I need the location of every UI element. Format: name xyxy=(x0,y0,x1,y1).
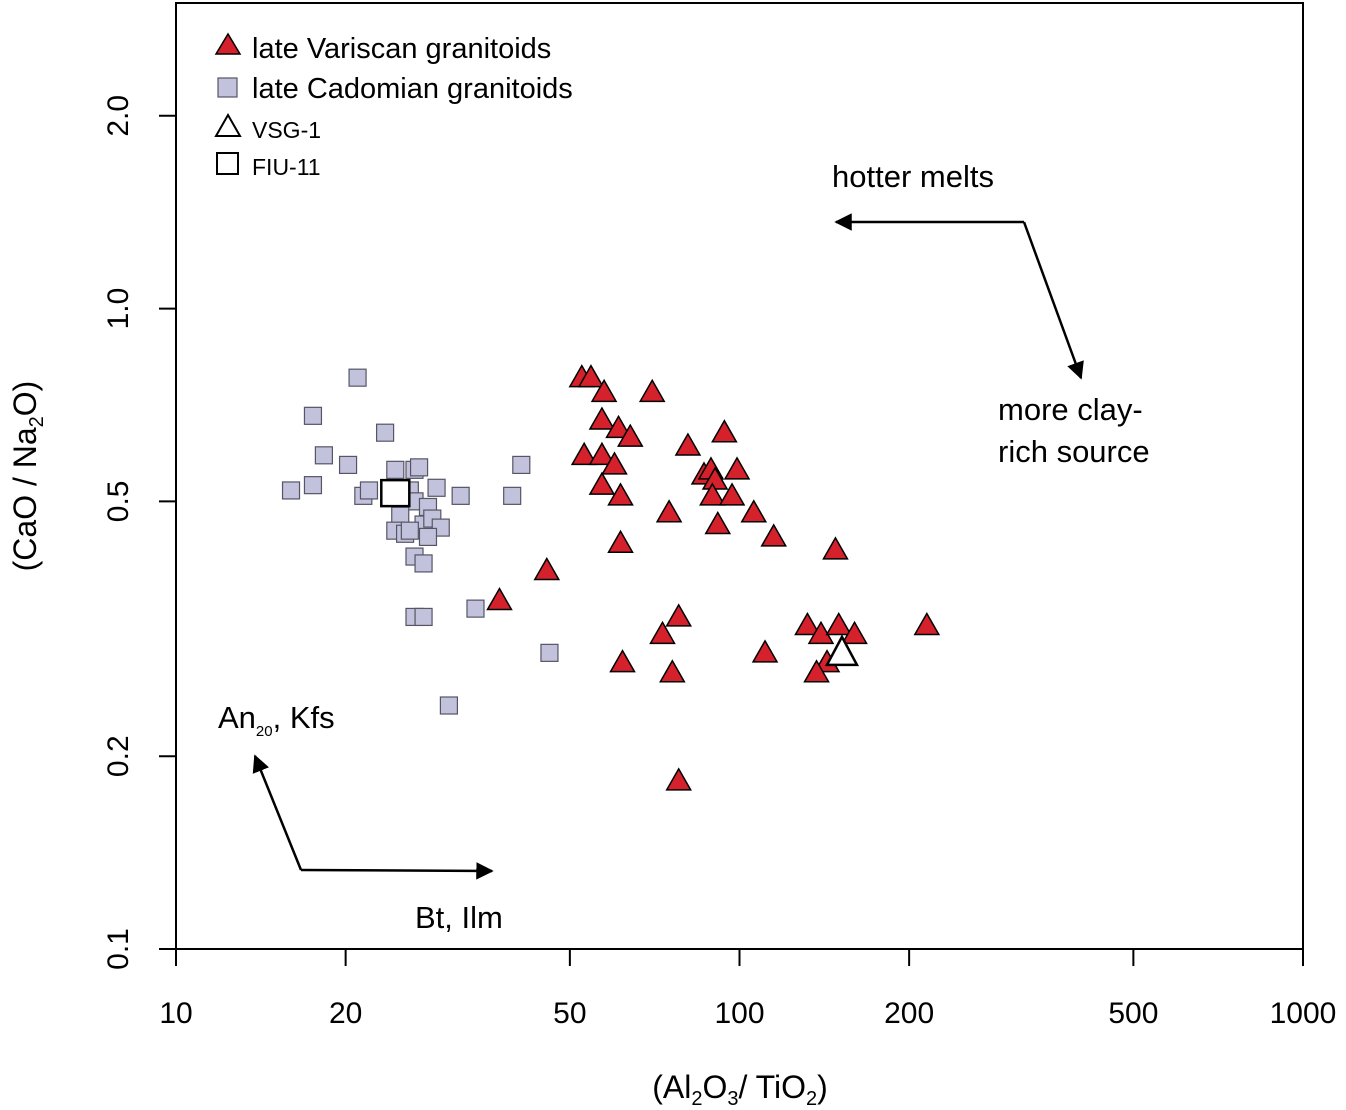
point-late-cadomian xyxy=(439,696,459,715)
point-late-cadomian xyxy=(386,460,405,479)
y-tick-label: 2.0 xyxy=(102,95,135,137)
point-late-variscan xyxy=(803,659,830,683)
point-late-cadomian xyxy=(348,368,367,387)
legend-marker-variscan xyxy=(214,32,242,55)
point-late-variscan xyxy=(590,378,618,403)
legend-label-variscan: late Variscan granitoids xyxy=(252,33,551,65)
y-tick-label: 0.2 xyxy=(102,735,135,777)
point-late-variscan xyxy=(711,419,738,443)
point-late-variscan xyxy=(607,482,634,506)
point-late-variscan xyxy=(486,587,513,611)
point-late-variscan xyxy=(638,378,666,403)
point-late-cadomian xyxy=(512,455,531,475)
point-late-cadomian xyxy=(540,643,559,662)
lower-arrow xyxy=(252,754,494,880)
x-tick-label: 500 xyxy=(1108,997,1158,1030)
arrow-bt-ilm xyxy=(300,862,494,880)
point-late-cadomian xyxy=(375,423,395,442)
legend-marker-cadomian xyxy=(217,77,238,98)
point-late-cadomian xyxy=(451,486,470,505)
point-late-variscan xyxy=(841,620,868,645)
point-late-variscan xyxy=(577,364,605,388)
arrow-an-kfs xyxy=(252,754,303,871)
point-late-variscan xyxy=(649,620,676,645)
y-axis-label: (CaO / Na2O) xyxy=(7,381,48,572)
y-axis: 0.1 0.2 0.5 1.0 2.0 xyxy=(102,3,177,970)
point-late-variscan xyxy=(533,556,561,581)
point-late-variscan xyxy=(723,456,751,480)
point-late-cadomian xyxy=(359,481,379,500)
point-late-cadomian xyxy=(281,481,301,500)
point-late-cadomian xyxy=(303,406,323,425)
point-late-variscan xyxy=(751,639,779,663)
x-tick-label: 50 xyxy=(553,997,586,1030)
y-tick-label: 0.1 xyxy=(102,928,135,970)
point-late-variscan xyxy=(825,611,853,636)
point-late-variscan xyxy=(665,767,692,791)
point-late-variscan xyxy=(609,649,636,673)
point-late-cadomian xyxy=(414,554,433,573)
legend-label-fiu11: FIU-11 xyxy=(252,154,321,180)
point-late-variscan xyxy=(740,499,768,523)
point-vsg-1 xyxy=(824,634,860,667)
legend-label-cadomian: late Cadomian granitoids xyxy=(252,73,573,105)
point-late-variscan xyxy=(570,441,598,466)
y-tick-label: 1.0 xyxy=(102,288,135,330)
point-late-variscan xyxy=(913,611,941,636)
point-late-variscan xyxy=(822,536,849,560)
legend-marker-fiu11 xyxy=(216,152,239,175)
point-late-cadomian xyxy=(338,455,358,475)
point-late-variscan xyxy=(616,423,644,447)
point-late-variscan xyxy=(718,482,746,506)
point-late-variscan xyxy=(794,611,821,636)
point-late-cadomian xyxy=(418,527,438,547)
x-tick-label: 200 xyxy=(884,997,934,1030)
point-late-cadomian xyxy=(427,478,446,497)
point-late-cadomian xyxy=(503,486,522,505)
data-points xyxy=(281,364,941,791)
x-axis-label: (Al2O3/ TiO2) xyxy=(652,1069,828,1110)
point-late-cadomian xyxy=(414,607,433,627)
legend-marker-vsg1 xyxy=(214,112,242,137)
annotation-hotter-melts: hotter melts xyxy=(832,159,994,194)
annotation-rich-source: rich source xyxy=(998,434,1150,469)
annotation-more-clay: more clay- xyxy=(998,392,1143,427)
point-late-cadomian xyxy=(466,599,485,618)
point-late-cadomian xyxy=(314,446,333,465)
upper-arrow xyxy=(834,213,1084,380)
point-late-variscan xyxy=(588,441,616,466)
point-late-cadomian xyxy=(409,458,429,477)
arrow-clay-rich xyxy=(1022,221,1084,380)
legend: late Variscan granitoids late Cadomian g… xyxy=(214,32,573,180)
point-late-cadomian xyxy=(400,521,419,540)
point-late-variscan xyxy=(605,414,632,439)
point-late-variscan xyxy=(704,511,732,535)
point-late-variscan xyxy=(674,432,702,456)
point-late-cadomian xyxy=(303,476,323,495)
point-late-variscan xyxy=(655,499,683,523)
point-late-variscan xyxy=(601,451,628,475)
x-tick-label: 1000 xyxy=(1270,997,1337,1030)
y-tick-label: 0.5 xyxy=(102,480,135,522)
point-late-variscan xyxy=(665,603,692,627)
legend-label-vsg1: VSG-1 xyxy=(252,117,321,143)
point-late-variscan xyxy=(588,471,616,495)
x-axis: 10 20 50 100 200 500 1000 xyxy=(159,948,1337,1030)
point-late-variscan xyxy=(760,523,787,547)
x-tick-label: 100 xyxy=(714,997,764,1030)
point-late-variscan xyxy=(659,659,686,683)
annotation-bt-ilm: Bt, Ilm xyxy=(415,900,503,935)
point-late-variscan xyxy=(699,482,726,506)
x-tick-label: 10 xyxy=(159,997,192,1030)
point-late-variscan xyxy=(588,406,616,430)
x-tick-label: 20 xyxy=(329,997,362,1030)
annotation-an20-kfs: An20, Kfs xyxy=(218,700,335,740)
point-fiu-11 xyxy=(380,478,411,508)
point-late-variscan xyxy=(607,529,634,554)
